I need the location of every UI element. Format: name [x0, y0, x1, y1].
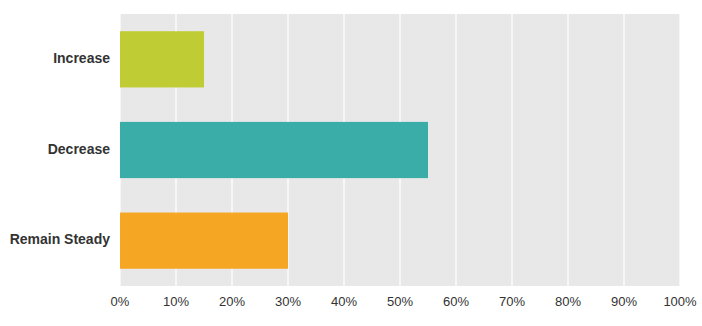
- category-label: Decrease: [48, 141, 110, 157]
- x-tick-label: 30%: [275, 294, 301, 309]
- bar: [120, 31, 204, 87]
- grid-line: [679, 14, 680, 286]
- x-tick-label: 10%: [163, 294, 189, 309]
- x-tick-label: 100%: [663, 294, 697, 309]
- x-tick-label: 40%: [331, 294, 357, 309]
- chart-svg: 0% 10% 20% 30% 40% 50% 60% 70% 80% 90% 100% Remain …: [0, 0, 702, 326]
- x-tick-label: 60%: [443, 294, 469, 309]
- y-axis: Remain Steady Decrease Increase: [10, 50, 111, 247]
- chart-container: 0% 10% 20% 30% 40% 50% 60% 70% 80% 90% 100% Remain …: [0, 0, 702, 326]
- x-tick-label: 90%: [611, 294, 637, 309]
- grid: [120, 14, 680, 286]
- grid-line: [455, 14, 456, 286]
- grid-line: [623, 14, 624, 286]
- x-tick-label: 0%: [111, 294, 130, 309]
- x-tick-label: 70%: [499, 294, 525, 309]
- x-tick-label: 80%: [555, 294, 581, 309]
- bar: [120, 213, 288, 269]
- grid-line: [511, 14, 512, 286]
- bars: [120, 31, 428, 269]
- category-label: Increase: [53, 50, 110, 66]
- bar: [120, 122, 428, 178]
- page: {"chart_data": {"type": "bar", "orientat…: [0, 0, 702, 326]
- x-tick-label: 20%: [219, 294, 245, 309]
- x-axis: 0% 10% 20% 30% 40% 50% 60% 70% 80% 90% 100%: [111, 294, 697, 309]
- grid-line: [567, 14, 568, 286]
- plot-background: [120, 14, 680, 286]
- category-label: Remain Steady: [10, 231, 111, 247]
- x-tick-label: 50%: [387, 294, 413, 309]
